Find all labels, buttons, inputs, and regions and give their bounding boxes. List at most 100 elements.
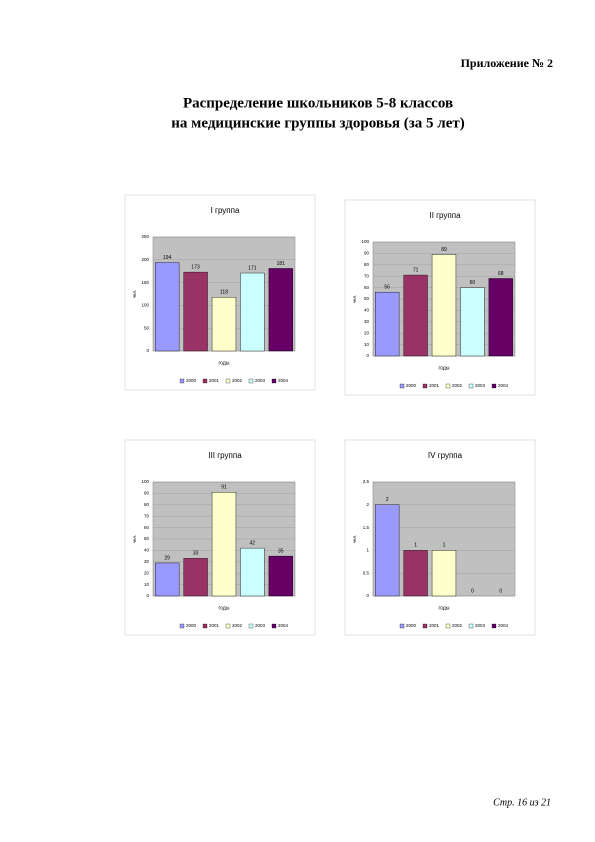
legend-label: 2004 bbox=[498, 623, 509, 628]
y-tick-label: 10 bbox=[364, 342, 370, 347]
bar bbox=[488, 278, 513, 357]
y-tick-label: 50 bbox=[144, 536, 150, 541]
bar bbox=[240, 272, 265, 352]
bar bbox=[268, 268, 293, 352]
y-tick-label: 100 bbox=[141, 479, 149, 484]
bar bbox=[375, 291, 400, 357]
bar bbox=[268, 555, 293, 597]
footer: Стр. 16 из 21 bbox=[493, 797, 551, 808]
legend-swatch bbox=[468, 383, 474, 389]
value-label: 68 bbox=[498, 271, 504, 277]
y-tick-label: 30 bbox=[364, 319, 370, 324]
chart-frame bbox=[124, 439, 316, 636]
legend-label: 2002 bbox=[232, 623, 243, 628]
bar bbox=[211, 492, 237, 597]
legend-label: 2001 bbox=[209, 623, 220, 628]
y-tick-label: 100 bbox=[361, 239, 369, 244]
value-label: 181 bbox=[277, 261, 286, 267]
bar bbox=[211, 296, 237, 352]
bar bbox=[183, 558, 208, 597]
chart-title: IV группа bbox=[428, 451, 463, 460]
y-tick-label: 1 bbox=[366, 548, 369, 553]
bar bbox=[431, 254, 457, 357]
legend-swatch bbox=[179, 378, 185, 384]
value-label: 2 bbox=[386, 497, 389, 503]
y-tick-label: 40 bbox=[144, 548, 150, 553]
x-axis-label: годы bbox=[439, 365, 450, 371]
y-tick-label: 2 bbox=[366, 502, 369, 507]
y-tick-label: 30 bbox=[144, 559, 150, 564]
bar bbox=[431, 550, 457, 597]
bar bbox=[240, 547, 265, 597]
legend-swatch bbox=[248, 378, 254, 384]
legend-swatch bbox=[225, 378, 231, 384]
value-label: 173 bbox=[191, 264, 200, 270]
legend-label: 2002 bbox=[232, 378, 243, 383]
title: на медицинские группы здоровья (за 5 лет… bbox=[171, 115, 464, 131]
y-axis-label: чел. bbox=[132, 290, 137, 299]
value-label: 0 bbox=[499, 588, 502, 594]
bar bbox=[375, 504, 400, 597]
bar bbox=[403, 274, 428, 357]
value-label: 171 bbox=[248, 265, 257, 271]
x-axis-label: годы bbox=[439, 605, 450, 611]
legend-label: 2004 bbox=[278, 378, 289, 383]
y-tick-label: 2,5 bbox=[363, 479, 370, 484]
y-axis-label: чел. bbox=[352, 295, 357, 304]
y-tick-label: 90 bbox=[144, 491, 150, 496]
y-tick-label: 250 bbox=[141, 234, 149, 239]
y-tick-label: 80 bbox=[364, 262, 370, 267]
bar bbox=[183, 271, 208, 352]
value-label: 1 bbox=[414, 543, 417, 549]
value-label: 60 bbox=[470, 280, 476, 286]
value-label: 29 bbox=[164, 555, 170, 561]
legend-swatch bbox=[422, 383, 428, 389]
y-tick-label: 200 bbox=[141, 257, 149, 262]
legend-label: 2002 bbox=[452, 623, 463, 628]
chart-frame bbox=[124, 194, 316, 391]
y-axis-label: чел. bbox=[352, 535, 357, 544]
legend-swatch bbox=[248, 623, 254, 629]
value-label: 91 bbox=[221, 485, 227, 491]
y-tick-label: 0 bbox=[366, 593, 369, 598]
legend-label: 2003 bbox=[475, 383, 486, 388]
legend-swatch bbox=[422, 623, 428, 629]
legend-swatch bbox=[399, 623, 405, 629]
y-tick-label: 60 bbox=[364, 285, 370, 290]
legend-swatch bbox=[271, 378, 277, 384]
y-tick-label: 0 bbox=[146, 348, 149, 353]
y-tick-label: 0,5 bbox=[363, 570, 370, 575]
y-tick-label: 0 bbox=[146, 593, 149, 598]
bar bbox=[155, 262, 180, 352]
legend-label: 2000 bbox=[406, 623, 417, 628]
y-tick-label: 20 bbox=[364, 330, 370, 335]
value-label: 1 bbox=[443, 543, 446, 549]
legend-swatch bbox=[179, 623, 185, 629]
legend-label: 2003 bbox=[475, 623, 486, 628]
legend-swatch bbox=[271, 623, 277, 629]
legend-label: 2004 bbox=[278, 623, 289, 628]
y-tick-label: 50 bbox=[364, 296, 370, 301]
y-tick-label: 150 bbox=[141, 280, 149, 285]
y-tick-label: 70 bbox=[364, 273, 370, 278]
y-tick-label: 80 bbox=[144, 502, 150, 507]
legend-label: 2000 bbox=[186, 623, 197, 628]
y-tick-label: 60 bbox=[144, 525, 150, 530]
y-tick-label: 100 bbox=[141, 303, 149, 308]
value-label: 33 bbox=[193, 551, 199, 557]
legend-label: 2003 bbox=[255, 623, 266, 628]
y-tick-label: 0 bbox=[366, 353, 369, 358]
value-label: 35 bbox=[278, 548, 284, 554]
chart-title: I группа bbox=[211, 206, 240, 215]
x-axis-label: годы bbox=[219, 360, 230, 366]
y-tick-label: 1,5 bbox=[363, 525, 370, 530]
chart-title: III группа bbox=[208, 451, 242, 460]
legend-label: 2004 bbox=[498, 383, 509, 388]
y-tick-label: 20 bbox=[144, 570, 150, 575]
y-tick-label: 40 bbox=[364, 308, 370, 313]
legend-swatch bbox=[445, 623, 451, 629]
chart-frame bbox=[344, 199, 536, 396]
legend-swatch bbox=[468, 623, 474, 629]
value-label: 0 bbox=[471, 588, 474, 594]
legend-swatch bbox=[491, 623, 497, 629]
